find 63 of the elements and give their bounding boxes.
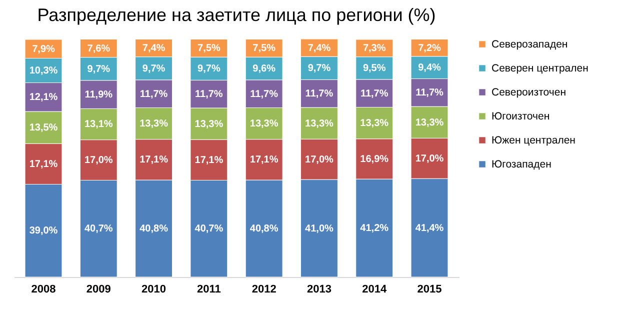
data-label: 13,3% xyxy=(250,118,278,130)
data-label: 9,7% xyxy=(87,64,110,75)
data-label: 11,7% xyxy=(250,88,278,100)
data-label: 7,6% xyxy=(87,43,110,54)
data-label: 7,4% xyxy=(308,42,331,54)
legend-label: Североизточен xyxy=(492,86,566,98)
data-label: 9,7% xyxy=(198,64,220,75)
data-label: 7,5% xyxy=(252,43,276,54)
data-label: 16,9% xyxy=(360,154,389,165)
x-tick-label: 2012 xyxy=(252,284,276,296)
data-label: 17,1% xyxy=(194,154,224,166)
data-label: 13,3% xyxy=(194,118,224,130)
legend-label: Югозападен xyxy=(492,158,552,170)
data-label: 17,1% xyxy=(250,154,278,166)
x-tick-label: 2014 xyxy=(362,284,388,296)
data-label: 41,4% xyxy=(415,222,444,234)
data-label: 40,7% xyxy=(194,224,224,235)
data-label: 7,5% xyxy=(198,43,220,54)
data-label: 11,7% xyxy=(305,88,334,100)
data-label: 11,7% xyxy=(140,88,168,100)
data-label: 39,0% xyxy=(29,226,58,237)
data-label: 9,7% xyxy=(142,63,166,74)
data-label: 13,3% xyxy=(415,117,444,128)
data-label: 40,8% xyxy=(140,223,168,234)
data-label: 17,1% xyxy=(29,158,58,170)
data-label: 7,3% xyxy=(362,43,386,54)
data-label: 17,0% xyxy=(84,155,113,166)
data-label: 11,7% xyxy=(360,88,388,100)
data-label: 13,3% xyxy=(305,118,334,130)
x-tick-label: 2009 xyxy=(86,284,111,296)
data-label: 11,7% xyxy=(195,89,223,100)
data-label: 17,0% xyxy=(305,154,334,166)
legend-label: Югоизточен xyxy=(492,110,550,122)
data-label: 40,7% xyxy=(84,224,113,235)
data-label: 9,5% xyxy=(362,63,386,74)
data-label: 17,1% xyxy=(140,154,168,166)
data-label: 9,7% xyxy=(308,63,331,74)
data-label: 13,3% xyxy=(140,118,168,130)
data-label: 13,3% xyxy=(360,118,389,130)
data-label: 10,3% xyxy=(29,66,58,77)
data-label: 9,6% xyxy=(252,63,276,74)
chart-title: Разпределение на заетите лица по региони (%) xyxy=(37,4,436,25)
data-label: 41,0% xyxy=(305,223,334,234)
legend-label: Северен централен xyxy=(492,62,589,74)
data-label: 41,2% xyxy=(360,223,389,234)
data-label: 7,2% xyxy=(418,42,441,54)
data-label: 13,5% xyxy=(29,122,58,134)
x-tick-label: 2010 xyxy=(142,284,166,296)
data-label: 11,9% xyxy=(84,90,113,101)
x-tick-label: 2008 xyxy=(31,284,56,296)
legend-label: Южен централен xyxy=(492,134,576,146)
x-tick-label: 2015 xyxy=(417,284,442,296)
data-label: 11,7% xyxy=(416,88,444,99)
data-label: 12,1% xyxy=(29,92,58,104)
data-label: 13,1% xyxy=(84,119,113,130)
data-label: 9,4% xyxy=(418,62,441,74)
x-tick-label: 2013 xyxy=(306,284,332,296)
data-label: 7,4% xyxy=(142,43,166,54)
data-label: 7,9% xyxy=(32,44,56,55)
data-label: 40,8% xyxy=(250,223,278,234)
legend-label: Северозападен xyxy=(492,38,568,50)
data-label: 17,0% xyxy=(415,153,444,164)
x-tick-label: 2011 xyxy=(196,284,221,296)
